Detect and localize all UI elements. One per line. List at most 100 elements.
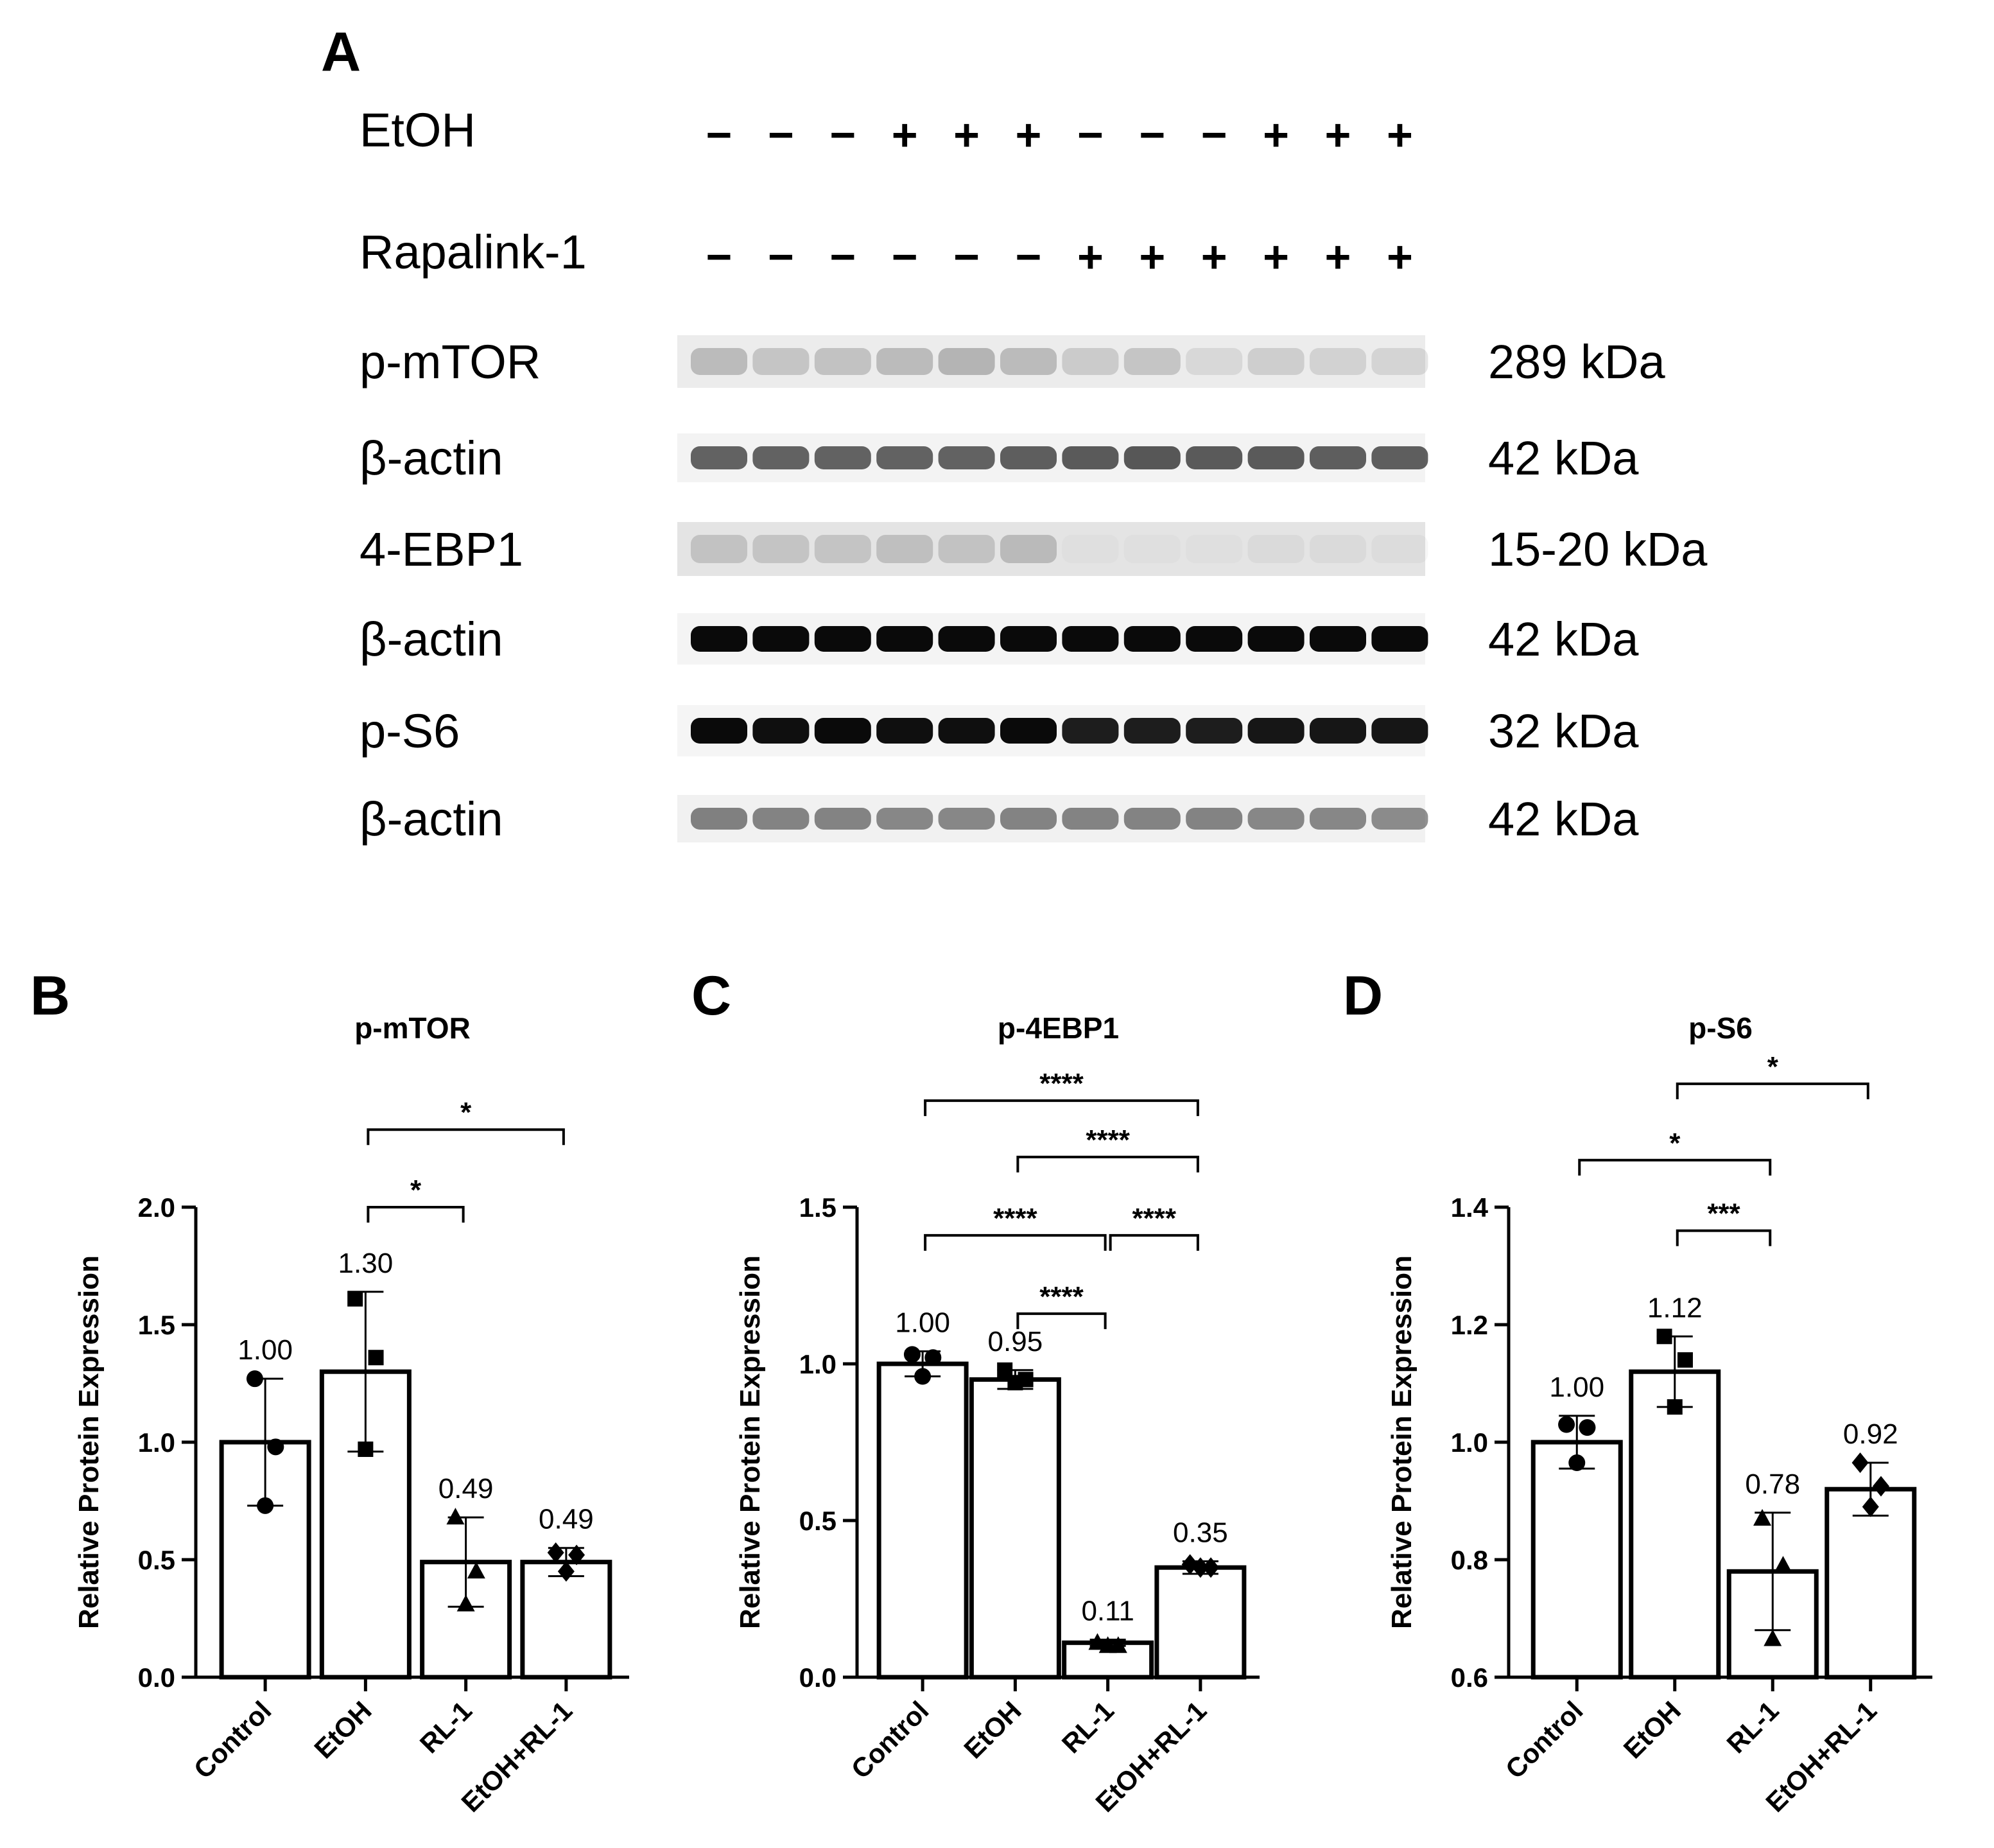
blot-band (938, 718, 995, 744)
data-point-diamond (557, 1561, 575, 1582)
blot-band (1186, 718, 1243, 744)
significance-bracket (1676, 1229, 1772, 1246)
condition-label: EtOH (360, 103, 476, 157)
blot-band (1247, 348, 1305, 375)
condition-sign: + (1139, 232, 1165, 282)
blot-band (1186, 446, 1243, 469)
condition-sign: + (1325, 110, 1351, 160)
x-tick-label: EtOH (1618, 1695, 1686, 1764)
blot-band (876, 348, 933, 375)
condition-sign: + (953, 110, 980, 160)
blot-band (1371, 718, 1428, 744)
significance-bracket (1676, 1082, 1869, 1099)
y-tick-label: 1.0 (138, 1427, 175, 1458)
condition-label: Rapalink-1 (360, 225, 587, 279)
bar-EtOH+RL-1 (1154, 1565, 1247, 1680)
blot-band (814, 535, 871, 563)
condition-sign: + (1263, 110, 1289, 160)
x-tick-label: RL-1 (414, 1695, 478, 1759)
condition-sign: − (768, 232, 794, 282)
y-tick-label: 1.5 (799, 1192, 837, 1223)
y-tick-label: 1.2 (1451, 1310, 1488, 1340)
condition-sign: − (953, 232, 980, 282)
value-label: 1.00 (1549, 1372, 1604, 1403)
x-tick-label: Control (845, 1695, 935, 1784)
chart-title: p-mTOR (354, 1011, 471, 1045)
data-point-diamond (1202, 1557, 1220, 1578)
blot-band (1000, 535, 1057, 563)
data-point-triangle (1753, 1508, 1772, 1526)
blot-size-label: 42 kDa (1488, 613, 1639, 666)
blot-band (1000, 626, 1057, 652)
value-label: 0.78 (1745, 1469, 1800, 1500)
bar-EtOH (969, 1377, 1061, 1680)
y-tick-label: 1.5 (138, 1310, 175, 1340)
chart-title: p-4EBP1 (998, 1011, 1119, 1045)
blot-band (1062, 535, 1119, 563)
data-point-circle (903, 1346, 921, 1363)
blot-band (1371, 808, 1428, 830)
value-label: 0.49 (438, 1473, 494, 1504)
panel-letter-a: A (321, 21, 361, 83)
bar-Control (1530, 1440, 1623, 1680)
blot-band (938, 446, 995, 469)
data-point-triangle (1774, 1556, 1792, 1573)
blot-band (1310, 718, 1366, 744)
bar-Control (876, 1361, 969, 1680)
significance-label: **** (1086, 1124, 1130, 1156)
blot-protein-label: p-mTOR (360, 335, 541, 388)
condition-sign: − (1139, 110, 1165, 160)
data-point-circle (924, 1349, 942, 1366)
blot-band (876, 446, 933, 469)
data-point-square (1667, 1399, 1683, 1415)
treatment-conditions: EtOH − − − + + + − − − + + +Rapalink-1− − − − − − + + + + + + (360, 103, 1413, 282)
condition-sign: + (1387, 232, 1413, 282)
blot-band (1062, 348, 1119, 375)
significance-label: **** (1039, 1281, 1084, 1312)
data-point-triangle (467, 1562, 485, 1579)
blot-band (1000, 348, 1057, 375)
data-point-diamond (1851, 1452, 1869, 1474)
bar-EtOH+RL-1 (1825, 1486, 1917, 1680)
significance-bracket (924, 1233, 1107, 1251)
significance-label: * (1767, 1051, 1779, 1083)
data-point-diamond (1862, 1496, 1879, 1517)
chart-p-4ebp1: Cp-4EBP1 Relative Protein Expression 0.0 0.… (691, 965, 1260, 1818)
data-point-circle (1558, 1416, 1575, 1433)
blot-strip-background (677, 522, 1425, 576)
significance-label: **** (1039, 1068, 1084, 1099)
value-label: 0.92 (1843, 1418, 1898, 1450)
panel-letter: D (1343, 965, 1383, 1027)
blot-band (691, 446, 747, 469)
data-point-triangle (446, 1508, 465, 1525)
condition-sign: − (829, 232, 856, 282)
blot-band (752, 626, 810, 652)
y-axis-label: Relative Protein Expression (73, 1255, 105, 1629)
significance-bracket (1578, 1158, 1772, 1176)
significance-label: * (460, 1097, 472, 1128)
blot-band (1123, 348, 1181, 375)
blot-band (1247, 808, 1305, 830)
value-label: 1.30 (338, 1248, 394, 1279)
data-point-circle (246, 1370, 263, 1388)
value-label: 0.95 (988, 1326, 1043, 1357)
value-label: 0.11 (1081, 1595, 1134, 1626)
condition-sign: + (1263, 232, 1289, 282)
blot-size-label: 42 kDa (1488, 792, 1639, 846)
condition-sign: − (706, 232, 733, 282)
blot-protein-label: β-actin (360, 613, 503, 666)
data-point-square (368, 1350, 384, 1366)
blot-band (1062, 626, 1119, 652)
blot-band (752, 535, 810, 563)
blot-strips: p-mTOR 289 kDa β-actin 42 kDa 4-EBP1 15-20 kD… (360, 335, 1708, 846)
blot-size-label: 15-20 kDa (1488, 523, 1708, 576)
significance-label: * (1669, 1128, 1681, 1159)
significance-bracket (1109, 1233, 1199, 1251)
y-tick-label: 0.6 (1451, 1662, 1488, 1693)
blot-band (1186, 808, 1243, 830)
y-tick-label: 0.0 (138, 1662, 175, 1693)
data-point-triangle (1098, 1636, 1117, 1653)
y-tick-label: 0.5 (799, 1506, 837, 1536)
data-point-diamond (1872, 1476, 1889, 1497)
